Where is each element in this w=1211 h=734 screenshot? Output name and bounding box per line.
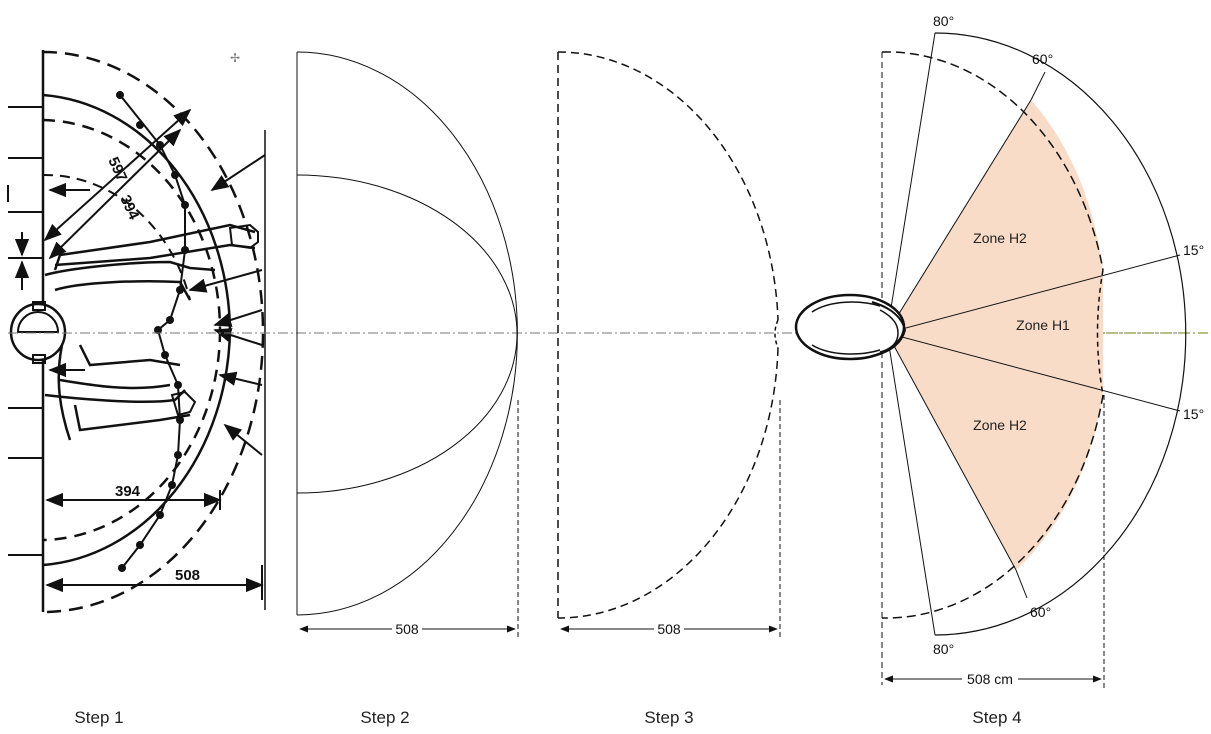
crosshair-icon: ✢ (230, 51, 240, 65)
step1-dim-508: 508 (175, 567, 200, 584)
step1-hand-bottom (170, 390, 197, 417)
step1-dim-597: 597 (104, 155, 130, 185)
step3-caption: Step 3 (644, 708, 694, 727)
zone-h2-top-label: Zone H2 (973, 230, 1027, 246)
step1-caption: Step 1 (74, 708, 124, 727)
step1-dim-394: 394 (115, 483, 141, 500)
step1-figure: 597 394 (7, 50, 266, 614)
zone-h2-top-area (887, 100, 1103, 333)
step2-diagram: 508 (296, 51, 519, 640)
step3-diagram: 508 (557, 51, 781, 640)
step4-dim-label: 508 cm (967, 671, 1013, 687)
angle-bottom-80: 80° (933, 641, 954, 657)
zone-h1-label: Zone H1 (1016, 317, 1070, 333)
step4-dashed-bottom-arc (881, 394, 1104, 619)
zone-h2-bottom-label: Zone H2 (973, 417, 1027, 433)
step1-dim-394-diagonal: 394 (116, 193, 142, 223)
step4-outer-solid-arc (934, 32, 1187, 636)
step4-caption: Step 4 (972, 708, 1022, 727)
step4-head (794, 293, 907, 361)
angle-bottom-15: 15° (1183, 406, 1204, 422)
step2-caption: Step 2 (360, 708, 410, 727)
step2-dim-label: 508 (395, 621, 419, 637)
angle-top-15: 15° (1183, 242, 1204, 258)
step4-dashed-top-arc (881, 51, 1104, 271)
zone-h2-bottom-area (887, 333, 1103, 570)
step3-top-arc (557, 51, 779, 321)
step3-dim-label: 508 (657, 621, 681, 637)
step2-inner-arc (296, 174, 518, 494)
step1-hand-top (228, 223, 259, 250)
step4-diagram: Zone H2 Zone H1 Zone H2 80° 60° 15° 15° … (794, 13, 1204, 688)
angle-top-60: 60° (1032, 51, 1053, 67)
step3-bottom-arc (557, 347, 779, 619)
angle-bottom-60: 60° (1030, 604, 1051, 620)
step1-outer-arc (42, 50, 265, 614)
angle-top-80: 80° (933, 13, 954, 29)
